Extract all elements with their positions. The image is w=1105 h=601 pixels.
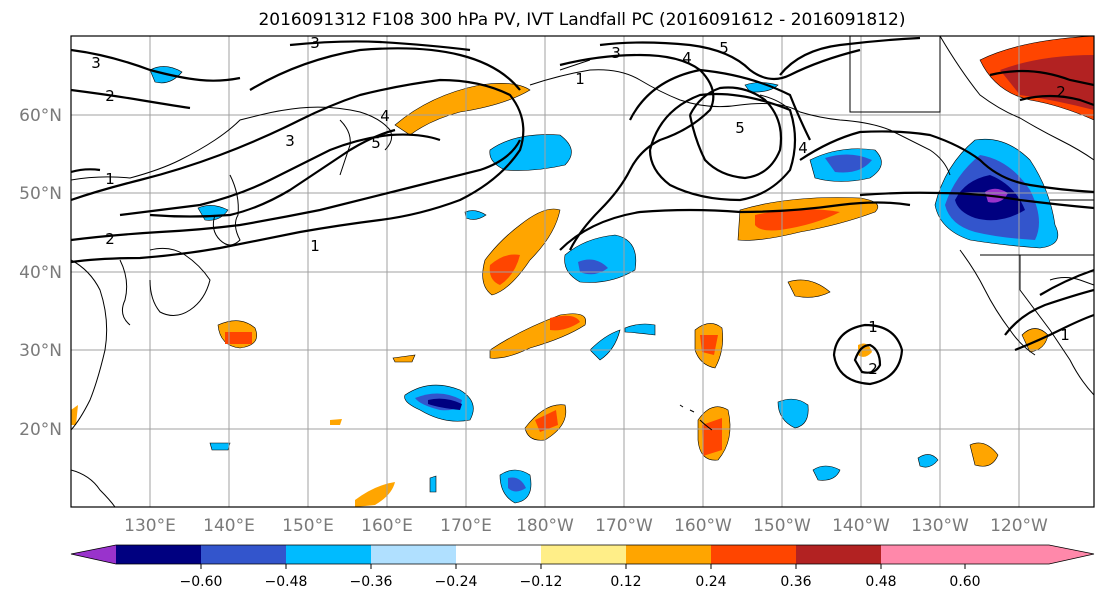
colorbar-swatch — [626, 545, 711, 564]
map-area: 3 2 1 2 3 4 5 1 3 4 5 1 5 4 3 2 1 1 2 — [71, 34, 1094, 507]
contour-label: 2 — [105, 87, 115, 105]
contour-label: 2 — [1056, 83, 1066, 101]
lat-label: 40°N — [19, 263, 62, 283]
contour-label: 2 — [868, 360, 878, 378]
contour-label: 3 — [611, 44, 621, 62]
contour-label: 1 — [575, 70, 585, 88]
lon-label: 140°W — [832, 516, 890, 536]
colorbar-swatch — [796, 545, 881, 564]
map-frame — [70, 35, 1095, 508]
contour-label: 3 — [285, 132, 295, 150]
contour-label: 5 — [735, 119, 745, 137]
colorbar-swatch — [371, 545, 456, 564]
colorbar-tick-label: −0.48 — [265, 574, 308, 590]
colorbar-tick-label: 0.12 — [610, 574, 641, 590]
colorbar: −0.60 −0.48 −0.36 −0.24 −0.12 0.12 0.24 … — [70, 544, 1095, 590]
contour-label: 1 — [1060, 326, 1070, 344]
longitude-labels: 130°E 140°E 150°E 160°E 170°E 180°W 170°… — [124, 516, 1048, 536]
lon-label: 180°W — [516, 516, 574, 536]
lon-label: 120°W — [990, 516, 1048, 536]
contour-label: 1 — [105, 170, 115, 188]
colorbar-outline — [70, 544, 1095, 565]
colorbar-tick-label: −0.36 — [350, 574, 393, 590]
lat-label: 60°N — [19, 106, 62, 126]
lon-label: 160°E — [361, 516, 413, 536]
lat-label: 50°N — [19, 184, 62, 204]
contour-label: 5 — [371, 134, 381, 152]
colorbar-tick-label: −0.60 — [180, 574, 223, 590]
lon-label: 130°E — [124, 516, 176, 536]
lon-label: 170°W — [595, 516, 653, 536]
colorbar-swatch — [116, 545, 201, 564]
colorbar-swatch — [201, 545, 286, 564]
colorbar-tick-label: −0.12 — [520, 574, 563, 590]
contour-labels: 3 2 1 2 3 4 5 1 3 4 5 1 5 4 3 2 1 1 2 — [91, 34, 1070, 378]
colorbar-swatch — [965, 545, 1094, 564]
lon-label: 130°W — [911, 516, 969, 536]
lon-label: 150°E — [282, 516, 334, 536]
colorbar-tick-label: 0.24 — [695, 574, 726, 590]
contour-label: 4 — [380, 107, 390, 125]
colorbar-swatch — [881, 545, 965, 564]
contour-label: 1 — [310, 237, 320, 255]
contour-label: 2 — [105, 230, 115, 248]
colorbar-swatch — [71, 545, 116, 564]
colorbar-tick-label: 0.36 — [780, 574, 811, 590]
colorbar-swatch — [711, 545, 796, 564]
contour-label: 3 — [310, 34, 320, 52]
positive-anomaly-shading — [71, 36, 1094, 507]
lon-label: 160°W — [674, 516, 732, 536]
latitude-labels: 60°N 50°N 40°N 30°N 20°N — [19, 106, 62, 440]
contour-label: 1 — [868, 318, 878, 336]
colorbar-swatch — [541, 545, 626, 564]
colorbar-tick-label: 0.60 — [949, 574, 980, 590]
colorbar-swatch — [456, 545, 541, 564]
colorbar-tick-label: −0.24 — [435, 574, 478, 590]
lon-label: 140°E — [203, 516, 255, 536]
figure-title: 2016091312 F108 300 hPa PV, IVT Landfall… — [258, 10, 905, 30]
contour-label: 4 — [682, 49, 692, 67]
contour-label: 4 — [798, 139, 808, 157]
lon-label: 170°E — [440, 516, 492, 536]
pv-contours — [71, 36, 1094, 386]
contour-label: 3 — [91, 54, 101, 72]
colorbar-tick-label: 0.48 — [865, 574, 896, 590]
lat-label: 30°N — [19, 341, 62, 361]
colorbar-swatch — [286, 545, 371, 564]
contour-label: 5 — [719, 39, 729, 57]
lon-label: 150°W — [753, 516, 811, 536]
lat-label: 20°N — [19, 420, 62, 440]
